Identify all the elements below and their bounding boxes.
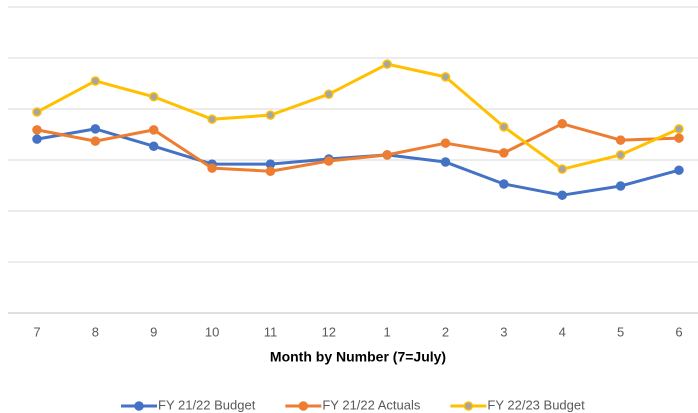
data-point [382, 59, 392, 69]
data-point [265, 166, 276, 176]
data-point [557, 190, 567, 200]
data-point [32, 134, 42, 144]
data-point [148, 125, 159, 135]
x-tick-label: 8 [92, 324, 99, 339]
x-axis-title: Month by Number (7=July) [270, 349, 446, 365]
legend-label: FY 22/23 Budget [487, 397, 585, 412]
x-tick-label: 5 [617, 324, 624, 339]
x-tick-label: 12 [322, 324, 336, 339]
x-tick-label: 10 [205, 324, 219, 339]
data-point [499, 179, 509, 189]
data-point [90, 124, 101, 134]
data-point [382, 150, 392, 160]
legend-marker [134, 401, 144, 411]
x-tick-label: 1 [384, 324, 391, 339]
data-point [148, 141, 159, 151]
data-point [440, 157, 451, 167]
data-point [90, 76, 101, 86]
data-point [90, 136, 101, 146]
data-point [324, 89, 334, 99]
x-tick-label: 6 [675, 324, 682, 339]
data-point [265, 110, 276, 120]
x-tick-label: 9 [150, 324, 157, 339]
legend-label: FY 21/22 Budget [158, 397, 256, 412]
x-tick-label: 2 [442, 324, 449, 339]
data-point [32, 125, 42, 135]
x-tick-label: 4 [559, 324, 566, 339]
x-tick-label: 11 [264, 324, 278, 339]
data-point [615, 150, 626, 160]
data-point [207, 163, 217, 173]
data-point [440, 72, 451, 82]
data-point [324, 156, 334, 166]
data-point [499, 122, 509, 132]
legend-marker [463, 401, 474, 411]
data-point [615, 181, 626, 191]
series-line [36, 62, 680, 171]
data-point [557, 119, 567, 129]
data-point [148, 92, 159, 102]
data-point [499, 148, 509, 158]
data-point [615, 135, 626, 145]
data-point [32, 107, 42, 117]
data-point [674, 133, 684, 143]
data-point [674, 165, 684, 175]
x-tick-label: 7 [33, 324, 40, 339]
series-line [36, 127, 680, 197]
legend-marker [298, 401, 309, 411]
series-line [36, 122, 680, 173]
data-point [440, 138, 451, 148]
data-point [674, 124, 684, 134]
x-tick-label: 3 [500, 324, 507, 339]
data-point [207, 114, 217, 124]
data-point [557, 164, 567, 174]
legend-label: FY 21/22 Actuals [322, 397, 421, 412]
